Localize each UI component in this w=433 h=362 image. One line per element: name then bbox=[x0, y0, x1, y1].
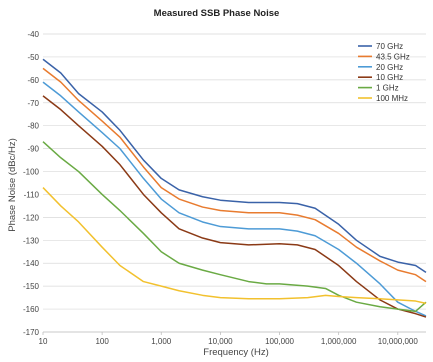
y-tick-label: -130 bbox=[23, 236, 40, 245]
chart-title: Measured SSB Phase Noise bbox=[154, 8, 280, 19]
axes: -40 -50 -60 -70 -80 -90 -100 -110 -120 -130 -140 -1… bbox=[23, 30, 426, 346]
y-tick-label: -110 bbox=[24, 190, 40, 199]
y-tick-label: -50 bbox=[27, 53, 39, 62]
series-line-70-ghz bbox=[42, 58, 427, 274]
legend-label-100-mhz: 100 MHz bbox=[376, 94, 408, 103]
gridlines bbox=[43, 33, 426, 333]
legend-label-70-ghz: 70 GHz bbox=[376, 42, 403, 51]
series-line-100-mhz bbox=[42, 187, 427, 305]
legend-label-1-ghz: 1 GHz bbox=[376, 84, 399, 93]
y-tick-label: -160 bbox=[23, 305, 40, 314]
legend-label-43-5-ghz: 43.5 GHz bbox=[376, 52, 410, 61]
y-tick-label: -120 bbox=[23, 213, 40, 222]
y-tick-label: -90 bbox=[27, 145, 39, 154]
y-axis-title: Phase Noise (dBc/Hz) bbox=[7, 138, 18, 231]
x-tick-label: 10,000,000 bbox=[378, 337, 419, 346]
x-tick-label: 1,000 bbox=[151, 337, 172, 346]
y-tick-label: -100 bbox=[23, 168, 40, 177]
legend-label-10-ghz: 10 GHz bbox=[376, 73, 403, 82]
x-tick-label: 10 bbox=[39, 337, 48, 346]
series-line-10-ghz bbox=[42, 95, 427, 318]
series-line-20-ghz bbox=[42, 81, 427, 317]
x-tick-label: 10,000 bbox=[208, 337, 233, 346]
x-tick-label: 100 bbox=[95, 337, 109, 346]
y-tick-label: -170 bbox=[23, 328, 40, 337]
series-line-43-5-ghz bbox=[42, 67, 427, 283]
y-tick-label: -40 bbox=[27, 30, 39, 39]
y-tick-label: -150 bbox=[23, 282, 40, 291]
series-line-1-ghz bbox=[42, 141, 427, 313]
series-lines bbox=[42, 58, 427, 318]
x-tick-label: 1,000,000 bbox=[321, 337, 357, 346]
x-axis-title: Frequency (Hz) bbox=[203, 347, 268, 358]
x-tick-label: 100,000 bbox=[265, 337, 294, 346]
y-tick-label: -140 bbox=[23, 259, 40, 268]
y-tick-label: -70 bbox=[27, 99, 39, 108]
legend-label-20-ghz: 20 GHz bbox=[376, 63, 403, 72]
y-tick-label: -60 bbox=[27, 76, 39, 85]
y-tick-label: -80 bbox=[27, 122, 39, 131]
